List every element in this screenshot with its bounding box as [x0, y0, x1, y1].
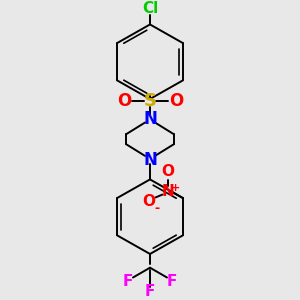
Text: F: F: [145, 284, 155, 299]
Text: Cl: Cl: [142, 1, 158, 16]
Text: F: F: [123, 274, 133, 289]
Text: O: O: [169, 92, 183, 110]
Text: +: +: [171, 183, 180, 193]
Text: S: S: [143, 92, 157, 110]
Text: F: F: [167, 274, 177, 289]
Text: O: O: [142, 194, 155, 209]
Text: O: O: [161, 164, 174, 179]
Text: N: N: [143, 110, 157, 128]
Text: -: -: [154, 202, 159, 215]
Text: N: N: [143, 151, 157, 169]
Text: O: O: [117, 92, 131, 110]
Text: N: N: [161, 184, 174, 199]
